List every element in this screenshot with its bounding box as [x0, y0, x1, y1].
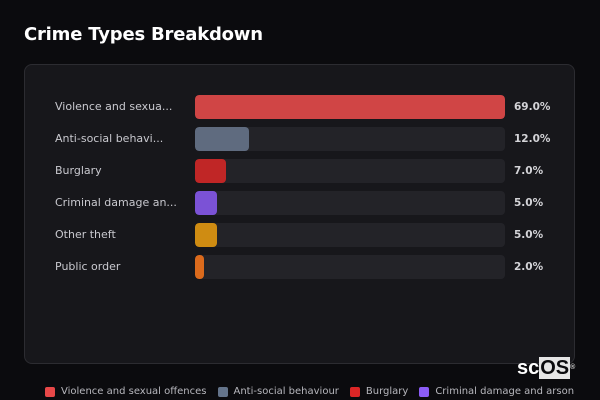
bar-track — [195, 95, 505, 119]
bar-label: Other theft — [55, 228, 116, 241]
bar-row[interactable]: Burglary 7.0% — [25, 159, 574, 183]
legend-swatch-icon — [349, 386, 360, 397]
bar-row[interactable]: Public order 2.0% — [25, 255, 574, 279]
bar-label: Criminal damage an... — [55, 196, 177, 209]
bar-value: 2.0% — [514, 261, 544, 273]
legend-swatch-icon — [45, 386, 55, 397]
bar-track — [195, 223, 505, 247]
bar-label: Public order — [55, 260, 121, 273]
registered-mark: ® — [570, 364, 576, 371]
legend: Violence and sexual offences Anti-social … — [45, 386, 585, 397]
bar-fill[interactable] — [195, 191, 218, 215]
logo-os: OS — [539, 357, 571, 379]
bar-value: 12.0% — [514, 133, 551, 145]
bar-value: 69.0% — [514, 101, 551, 113]
legend-item[interactable]: Violence and sexual offences — [45, 386, 207, 397]
bar-track — [195, 127, 505, 151]
bar-label: Burglary — [55, 164, 102, 177]
bar-track — [195, 255, 505, 279]
bar-fill[interactable] — [195, 127, 249, 151]
legend-label: Burglary — [365, 386, 409, 397]
bar-value: 5.0% — [514, 229, 544, 241]
chart-title: Crime Types Breakdown — [24, 24, 263, 45]
bar-fill[interactable] — [195, 223, 218, 247]
bar-label: Violence and sexua... — [55, 100, 173, 113]
legend-label: Anti-social behaviour — [233, 386, 339, 397]
bar-row[interactable]: Anti-social behavi... 12.0% — [25, 127, 574, 151]
bar-fill[interactable] — [195, 255, 204, 279]
bar-value: 5.0% — [514, 197, 544, 209]
legend-item[interactable]: Burglary — [349, 386, 409, 397]
logo-sc: sc — [517, 357, 540, 379]
bar-row[interactable]: Criminal damage an... 5.0% — [25, 191, 574, 215]
legend-swatch-icon — [217, 386, 228, 397]
bar-value: 7.0% — [514, 165, 544, 177]
legend-item[interactable]: Criminal damage and arson — [419, 386, 574, 397]
legend-item[interactable]: Anti-social behaviour — [217, 386, 339, 397]
legend-label: Criminal damage and arson — [435, 386, 575, 397]
bar-label: Anti-social behavi... — [55, 132, 164, 145]
legend-label: Violence and sexual offences — [61, 386, 207, 397]
chart-panel: Violence and sexua... 69.0% Anti-social be… — [24, 64, 575, 364]
bar-track — [195, 191, 505, 215]
scos-logo: scOS® — [517, 357, 576, 379]
bar-fill[interactable] — [195, 159, 227, 183]
bar-row[interactable]: Violence and sexua... 69.0% — [25, 95, 574, 119]
legend-swatch-icon — [419, 386, 430, 397]
bar-fill[interactable] — [195, 95, 505, 119]
bar-row[interactable]: Other theft 5.0% — [25, 223, 574, 247]
bar-track — [195, 159, 505, 183]
